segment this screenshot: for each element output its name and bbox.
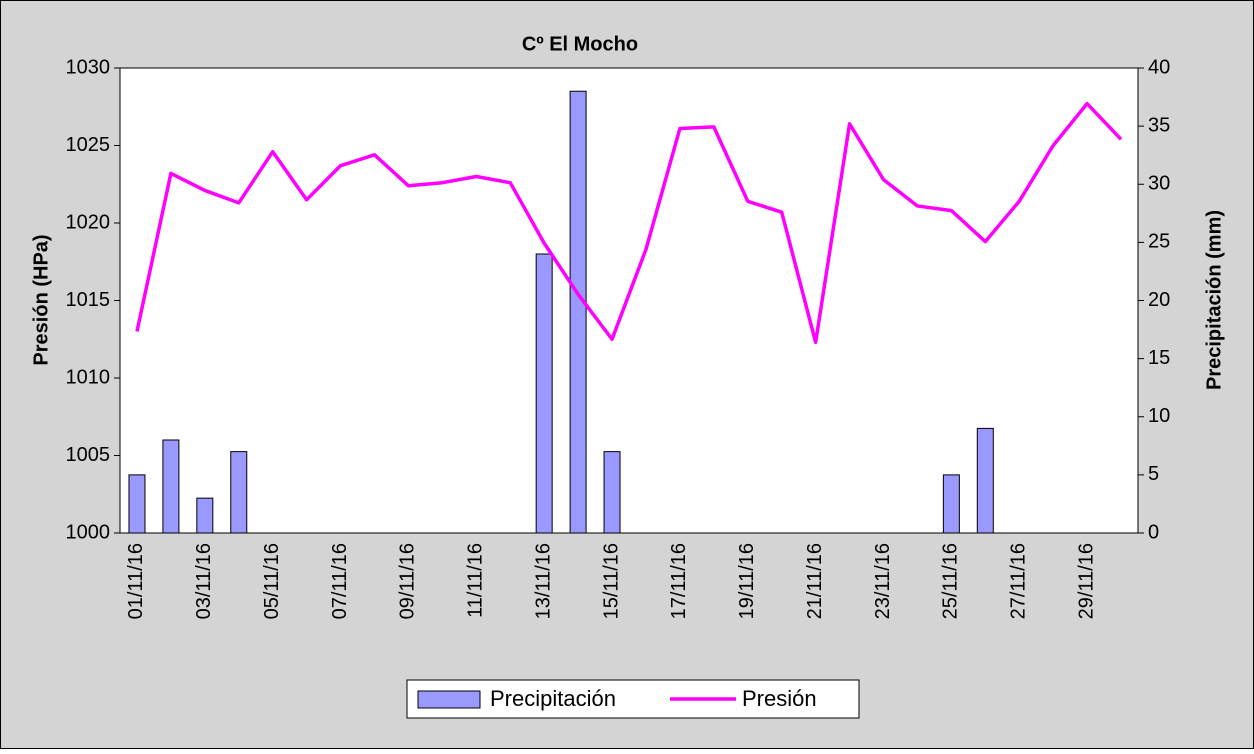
y-axis-label: Presión (HPa) (30, 234, 52, 365)
y-tick-label: 1005 (66, 444, 111, 466)
bar (570, 91, 586, 533)
x-tick-label: 25/11/16 (940, 543, 962, 619)
y-tick-label: 1010 (66, 366, 111, 388)
x-tick-label: 27/11/16 (1008, 543, 1030, 619)
x-tick-label: 07/11/16 (329, 543, 351, 619)
y-tick-label: 1020 (66, 211, 111, 233)
bar (129, 475, 145, 533)
y-tick-label: 1015 (66, 289, 111, 311)
bar (536, 254, 552, 533)
y2-tick-label: 30 (1148, 173, 1170, 195)
x-tick-label: 29/11/16 (1075, 543, 1097, 619)
x-tick-label: 05/11/16 (261, 543, 283, 619)
legend-swatch (418, 691, 480, 708)
bar (231, 452, 247, 533)
y2-tick-label: 10 (1148, 405, 1170, 427)
y2-tick-label: 5 (1148, 463, 1159, 485)
y2-tick-label: 0 (1148, 521, 1159, 543)
y2-axis-label: Precipitación (mm) (1203, 210, 1225, 390)
bar (604, 452, 620, 533)
bar (943, 475, 959, 533)
chart: Cº El Mocho Presión (HPa) Precipitación … (0, 0, 1254, 749)
y2-tick-label: 15 (1148, 347, 1170, 369)
x-tick-label: 17/11/16 (668, 543, 690, 619)
x-tick-label: 09/11/16 (397, 543, 419, 619)
y2-tick-label: 35 (1148, 114, 1170, 136)
y-tick-label: 1025 (66, 134, 111, 156)
x-tick-label: 11/11/16 (465, 543, 487, 618)
x-tick-label: 13/11/16 (532, 543, 554, 619)
legend-label: Presión (742, 686, 817, 711)
y-tick-label: 1000 (66, 521, 111, 543)
x-tick-label: 03/11/16 (193, 543, 215, 619)
bar (977, 428, 993, 533)
x-tick-label: 19/11/16 (736, 543, 758, 619)
y-tick-label: 1030 (66, 56, 111, 78)
x-tick-label: 15/11/16 (600, 543, 622, 619)
x-tick-label: 23/11/16 (872, 543, 894, 619)
y2-tick-label: 40 (1148, 56, 1170, 78)
bar (163, 440, 179, 533)
x-tick-label: 01/11/16 (125, 543, 147, 619)
bar (197, 498, 213, 533)
y2-tick-label: 25 (1148, 231, 1170, 253)
legend-label: Precipitación (490, 686, 616, 711)
x-tick-label: 21/11/16 (804, 543, 826, 619)
y2-tick-label: 20 (1148, 289, 1170, 311)
chart-title: Cº El Mocho (522, 33, 638, 55)
